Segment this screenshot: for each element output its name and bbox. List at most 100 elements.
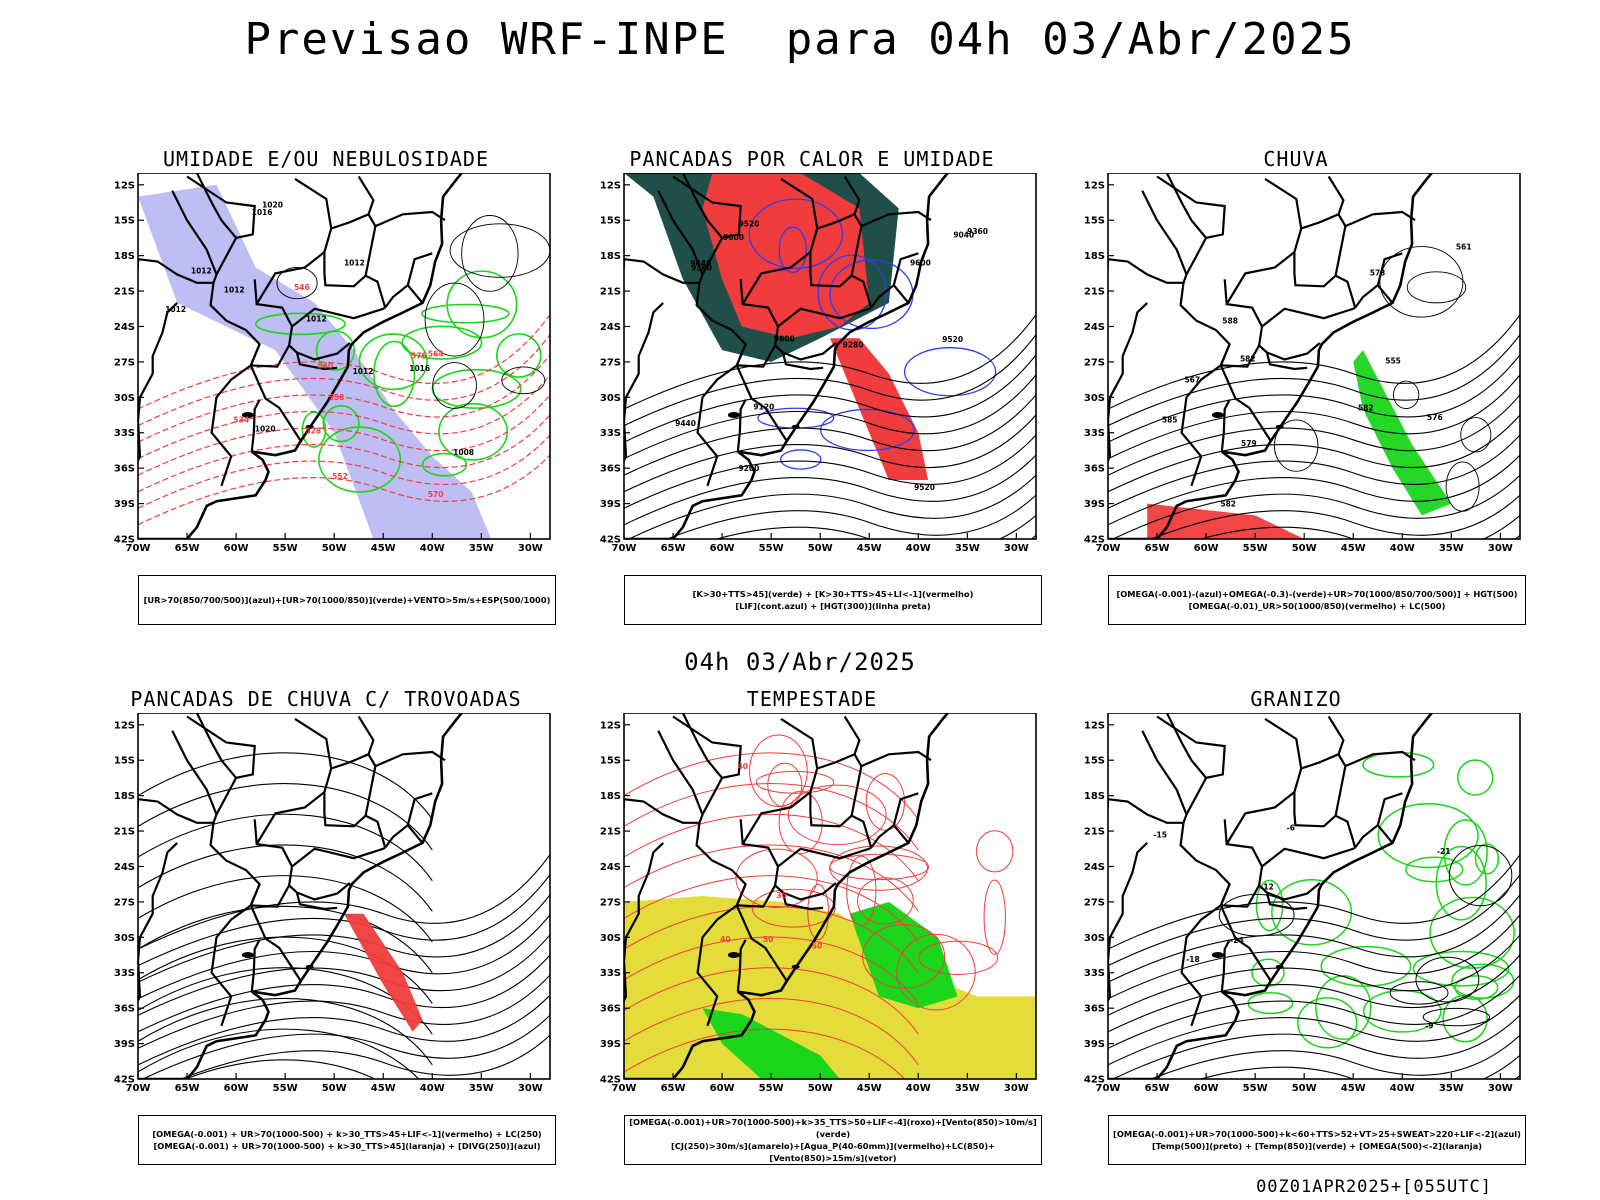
lon-tick-label: 55W [273, 1083, 298, 1094]
contour-label: 40 [738, 762, 748, 771]
lon-tick-label: 55W [759, 1083, 784, 1094]
lat-tick-label: 33S [114, 428, 135, 439]
contour-label: 9520 [739, 219, 760, 228]
lat-tick-label: 42S [114, 1075, 135, 1086]
contour-label: -15 [1153, 830, 1167, 839]
lon-tick-label: 65W [175, 543, 200, 554]
lat-tick-label: 36S [600, 1004, 621, 1015]
contour-label: 1016 [409, 364, 430, 373]
contour-label: 585 [1162, 416, 1178, 425]
lon-tick-label: 45W [1341, 543, 1366, 554]
caption-line: [K>30+TTS>45](verde) + [K>30+TTS>45+LI<-… [692, 589, 974, 599]
contour-label: 9120 [753, 402, 774, 411]
caption-line: [UR>70(850/700/500)](azul)+[UR>70(1000/8… [143, 595, 551, 605]
contour-label: 582 [1220, 500, 1236, 509]
caption-line: [OMEGA(-0.001)-(azul)+OMEGA(-0.3)-(verde… [1116, 589, 1518, 599]
contour-label: 573 [1370, 269, 1386, 278]
lat-tick-label: 15S [114, 756, 135, 767]
lon-tick-label: 65W [661, 543, 686, 554]
contour-label: 576 [411, 351, 427, 360]
lon-tick-label: 30W [518, 543, 543, 554]
lon-tick-label: 55W [1243, 543, 1268, 554]
lat-tick-label: 33S [600, 968, 621, 979]
lon-tick-label: 50W [808, 543, 833, 554]
lon-tick-label: 60W [1194, 1083, 1219, 1094]
contour-label: 9040 [953, 230, 974, 239]
lon-tick-label: 60W [710, 1083, 735, 1094]
lat-tick-label: 33S [1084, 968, 1105, 979]
lon-tick-label: 50W [1292, 1083, 1317, 1094]
contour-label: 9280 [843, 340, 864, 349]
lat-tick-label: 18S [114, 251, 135, 262]
lat-tick-label: 30S [114, 933, 135, 944]
lon-tick-label: 70W [1096, 543, 1121, 554]
panel-title: GRANIZO [1250, 687, 1342, 711]
lat-tick-label: 21S [1084, 287, 1105, 298]
contour-label: 1012 [353, 367, 374, 376]
lon-tick-label: 55W [759, 543, 784, 554]
lat-tick-label: 33S [114, 968, 135, 979]
contour-label: 1012 [224, 285, 245, 294]
caption-line: [OMEGA(-0.001)+UR>70(1000-500)+k<60+TTS>… [1113, 1129, 1521, 1139]
lat-tick-label: 15S [1084, 216, 1105, 227]
lat-tick-label: 42S [114, 535, 135, 546]
lon-tick-label: 35W [469, 1083, 494, 1094]
caption-line: [OMEGA(-0.001) + UR>70(1000-500) + k>30_… [152, 1129, 542, 1139]
caption-line: [CJ(250)>30m/s](amarelo)+[Agua_P(40-60mm… [670, 1141, 996, 1163]
contour-label: 561 [1456, 242, 1472, 251]
lon-tick-label: 30W [1004, 543, 1029, 554]
lat-tick-label: 15S [114, 216, 135, 227]
lon-tick-label: 50W [808, 1083, 833, 1094]
lon-tick-label: 35W [1439, 1083, 1464, 1094]
contour-label: 1016 [252, 208, 273, 217]
lon-tick-label: 35W [1439, 543, 1464, 554]
contour-label: 576 [1427, 413, 1443, 422]
lat-tick-label: 39S [1084, 1039, 1105, 1050]
lat-tick-label: 15S [600, 216, 621, 227]
lat-tick-label: 27S [1084, 357, 1105, 368]
contour-label: 9600 [723, 233, 744, 242]
panel-title: PANCADAS POR CALOR E UMIDADE [629, 147, 995, 171]
lat-tick-label: 12S [114, 180, 135, 191]
lat-tick-label: 24S [1084, 862, 1105, 873]
lon-tick-label: 65W [1145, 543, 1170, 554]
contour-label: -24 [1230, 936, 1244, 945]
panel-caption: [OMEGA(-0.001) + UR>70(1000-500) + k>30_… [138, 1115, 556, 1165]
middle-title: 04h 03/Abr/2025 [684, 648, 916, 676]
lat-tick-label: 33S [600, 428, 621, 439]
lon-tick-label: 40W [420, 1083, 445, 1094]
lat-tick-label: 27S [600, 357, 621, 368]
lon-tick-label: 60W [710, 543, 735, 554]
lon-tick-label: 70W [1096, 1083, 1121, 1094]
lon-tick-label: 30W [1004, 1083, 1029, 1094]
contour-label: 552 [332, 472, 348, 481]
lat-tick-label: 39S [600, 1039, 621, 1050]
lat-tick-label: 30S [114, 393, 135, 404]
contour-label: 30 [776, 891, 786, 900]
contour-label: 50 [812, 942, 822, 951]
lon-tick-label: 40W [1390, 543, 1415, 554]
lat-tick-label: 27S [114, 357, 135, 368]
lon-tick-label: 50W [322, 543, 347, 554]
contour-label: 555 [1385, 357, 1401, 366]
lat-tick-label: 42S [600, 1075, 621, 1086]
contour-label: 9600 [774, 334, 795, 343]
run-timestamp: 00Z01APR2025+[055UTC] [1256, 1177, 1492, 1197]
lon-tick-label: 60W [1194, 543, 1219, 554]
contour-label: 582 [1358, 404, 1374, 413]
contour-label: 1012 [165, 305, 186, 314]
lat-tick-label: 36S [1084, 464, 1105, 475]
contour-label: 579 [1241, 439, 1257, 448]
main-title: Previsao WRF-INPE para 04h 03/Abr/2025 [244, 14, 1356, 65]
lon-tick-label: 45W [1341, 1083, 1366, 1094]
contour-label: 528 [305, 426, 321, 435]
lat-tick-label: 18S [114, 791, 135, 802]
lat-tick-label: 36S [114, 464, 135, 475]
contour-label: 1012 [306, 314, 327, 323]
contour-label: 570 [428, 490, 444, 499]
contour-label: 9520 [914, 483, 935, 492]
lat-tick-label: 24S [600, 322, 621, 333]
